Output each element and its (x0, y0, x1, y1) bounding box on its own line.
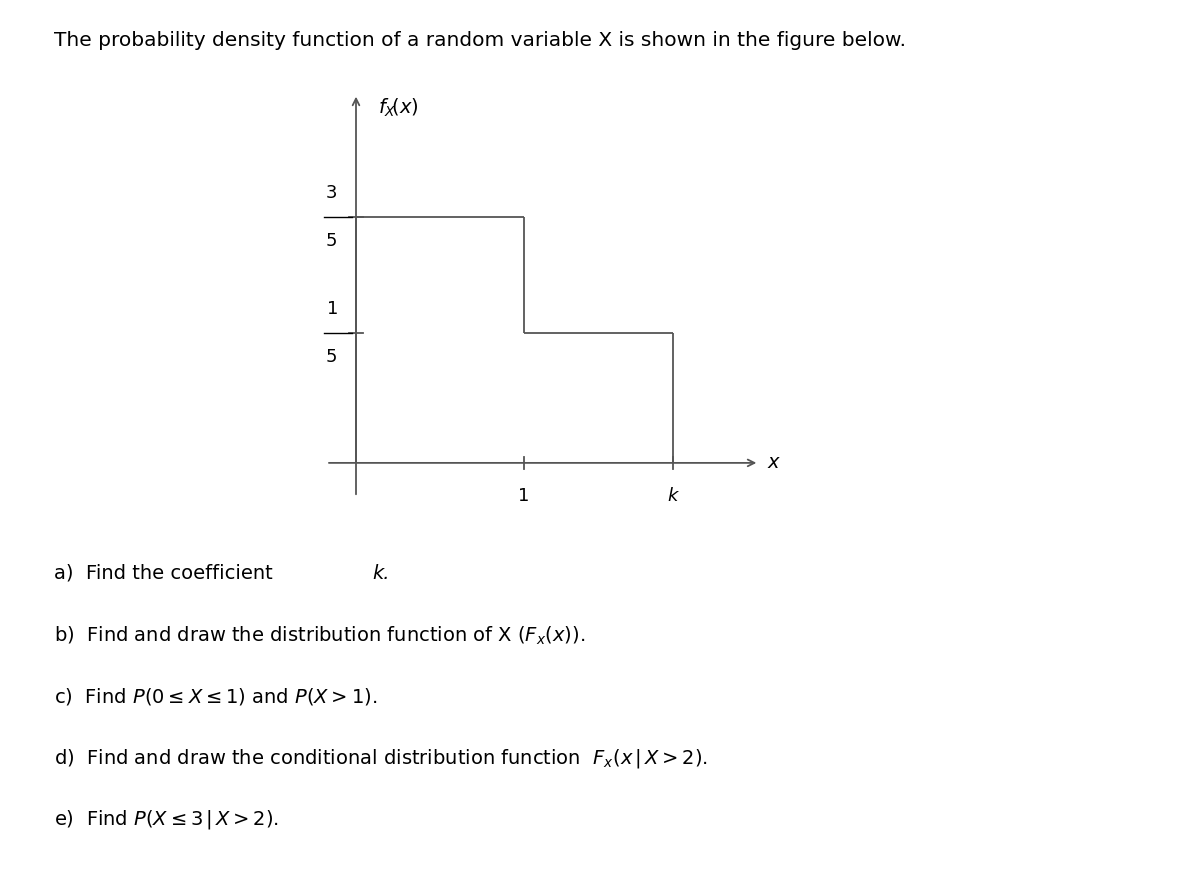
Text: c)  Find $P(0 \leq X \leq 1)$ and $P(X > 1)$.: c) Find $P(0 \leq X \leq 1)$ and $P(X > … (54, 686, 377, 707)
Text: $5$: $5$ (325, 232, 337, 250)
Text: d)  Find and draw the conditional distribution function  $F_x(x\,|\,X > 2)$.: d) Find and draw the conditional distrib… (54, 747, 708, 770)
Text: e)  Find $P(X \leq 3\,|\,X > 2)$.: e) Find $P(X \leq 3\,|\,X > 2)$. (54, 808, 278, 831)
Text: The probability density function of a random variable X is shown in the figure b: The probability density function of a ra… (54, 31, 906, 50)
Text: $5$: $5$ (325, 348, 337, 366)
Text: $f_X\!(x)$: $f_X\!(x)$ (378, 96, 419, 119)
Text: 1: 1 (518, 487, 529, 505)
Text: $1$: $1$ (325, 300, 337, 318)
Text: $3$: $3$ (325, 184, 337, 202)
Text: b)  Find and draw the distribution function of X $(F_x(x))$.: b) Find and draw the distribution functi… (54, 625, 586, 648)
Text: a)  Find the coefficient: a) Find the coefficient (54, 564, 278, 583)
Text: $x$: $x$ (767, 454, 781, 472)
Text: k.: k. (372, 564, 390, 583)
Text: $k$: $k$ (667, 487, 680, 505)
